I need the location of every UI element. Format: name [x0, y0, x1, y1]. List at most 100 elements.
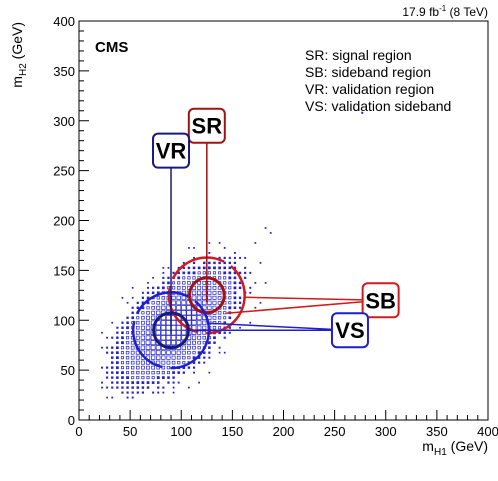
hist-box [147, 286, 149, 289]
hist-box [181, 300, 187, 306]
hist-box [172, 281, 176, 285]
hist-box [166, 371, 170, 375]
hist-box [208, 351, 211, 354]
hist-box [181, 330, 187, 336]
hist-box [111, 321, 114, 324]
hist-box [228, 266, 232, 270]
hist-box [126, 331, 130, 335]
hist-box [170, 335, 177, 341]
hist-box [126, 391, 129, 394]
hist-box [264, 281, 267, 284]
x-tick-label: 200 [273, 424, 295, 439]
hist-box [125, 341, 130, 345]
hist-box [145, 325, 151, 330]
x-tick-label: 300 [375, 424, 397, 439]
hist-box [156, 296, 160, 300]
hist-box [233, 296, 237, 300]
hist-box [171, 295, 176, 300]
y-axis-title: mH2 (GeV) [9, 22, 29, 88]
hist-box [145, 335, 151, 340]
hist-box [162, 281, 165, 285]
hist-box [187, 356, 191, 360]
hist-box [162, 391, 165, 394]
hist-box [181, 350, 186, 355]
hist-box [223, 276, 227, 280]
hist-box [212, 271, 217, 275]
legend-entry-sr: SR: signal region [305, 47, 412, 63]
hist-box [120, 361, 124, 365]
hist-box [146, 376, 150, 380]
hist-box [172, 271, 175, 274]
hist-box [155, 350, 161, 355]
hist-box [126, 396, 129, 399]
hist-box [202, 266, 206, 270]
hist-box [152, 286, 155, 289]
x-axis-title: mH1 (GeV) [422, 438, 488, 458]
hist-box [182, 266, 185, 270]
hist-box [106, 386, 109, 389]
hist-box [146, 311, 150, 315]
hist-box [213, 266, 216, 270]
hist-box [233, 281, 237, 285]
hist-box [156, 355, 161, 360]
hist-box [171, 300, 176, 306]
hist-box [141, 381, 145, 384]
hist-box [249, 286, 252, 289]
hist-box [171, 360, 176, 365]
hist-box [135, 355, 140, 360]
hist-box [166, 355, 171, 360]
legend: SR: signal region SB: sideband region VR… [305, 47, 451, 114]
hist-box [120, 346, 124, 350]
hist-box [191, 315, 197, 321]
hist-box [162, 386, 165, 389]
hist-box [156, 360, 161, 365]
hist-box [207, 341, 211, 345]
hist-box [157, 386, 160, 389]
label-box-text-vr: VR [156, 139, 187, 164]
hist-box [126, 336, 130, 340]
hist-box [202, 271, 206, 275]
hist-box [141, 365, 145, 370]
hist-box [218, 351, 221, 354]
hist-box [176, 300, 182, 306]
hist-box [187, 281, 191, 285]
hist-box [121, 326, 124, 329]
hist-box [116, 331, 119, 334]
hist-box [106, 396, 108, 399]
hist-box [120, 351, 124, 355]
hist-box [170, 325, 177, 331]
hist-box [141, 391, 144, 394]
hist-box [116, 326, 119, 329]
hist-box [249, 271, 252, 274]
hist-box [160, 325, 166, 331]
hist-box [207, 271, 211, 275]
hist-box [197, 346, 201, 350]
hist-box [193, 371, 195, 374]
hist-box [186, 310, 192, 316]
hist-box [125, 361, 130, 365]
hist-box [218, 346, 221, 349]
hist-box [208, 356, 211, 359]
hist-box [140, 345, 146, 350]
hist-box [131, 386, 134, 389]
hist-box [228, 296, 232, 300]
hist-box [217, 295, 222, 300]
hist-box [182, 276, 186, 280]
hist-box [202, 351, 206, 354]
hist-box [217, 291, 222, 295]
hist-box [167, 267, 170, 269]
hist-box [212, 326, 217, 330]
hist-box [208, 346, 211, 349]
hist-box [111, 396, 114, 399]
hist-box [223, 316, 227, 320]
label-box-vs [330, 312, 369, 349]
hist-box [121, 386, 124, 389]
hist-box [141, 311, 145, 315]
hist-box [181, 285, 186, 290]
hist-box [101, 386, 103, 389]
hist-box [165, 315, 172, 321]
hist-box [130, 360, 135, 365]
hist-box [228, 281, 232, 285]
hist-box [115, 361, 119, 365]
hist-box [192, 345, 196, 350]
